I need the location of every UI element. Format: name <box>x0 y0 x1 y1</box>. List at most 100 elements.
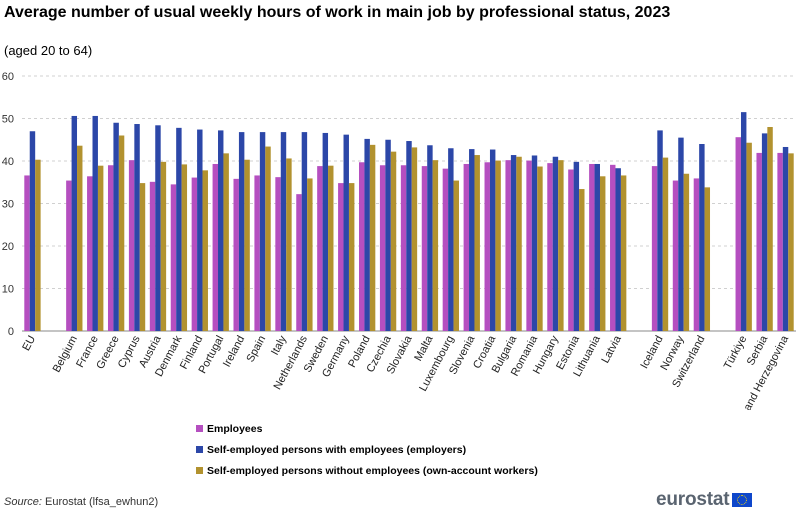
legend-item-employees: Employees <box>196 418 538 439</box>
bar-employers-25 <box>573 161 580 331</box>
bar-own-account-28 <box>662 157 669 331</box>
bar-employees-29 <box>672 180 679 331</box>
bar-own-account-17 <box>411 147 418 331</box>
x-tick-label: Türkiye <box>722 334 750 371</box>
bar-own-account-33 <box>788 153 794 331</box>
bar-employers-28 <box>657 130 663 331</box>
legend-swatch-employees <box>196 425 203 432</box>
bar-own-account-10 <box>265 146 271 331</box>
source-name: Eurostat <box>44 496 86 508</box>
legend-label-employees: Employees <box>207 422 263 435</box>
bar-own-account-7 <box>202 170 208 331</box>
bar-employers-31 <box>740 112 747 332</box>
bar-employees-30 <box>693 178 700 331</box>
bar-employees-5 <box>149 181 156 331</box>
bar-employees-25 <box>568 169 574 331</box>
bar-employers-2 <box>92 115 98 331</box>
bar-employees-19 <box>442 168 449 331</box>
bar-own-account-24 <box>558 160 564 331</box>
legend-item-employers: Self-employed persons with employees (em… <box>196 439 538 460</box>
y-tick-label: 50 <box>2 114 14 126</box>
bar-employees-24 <box>547 163 553 332</box>
legend-label-own-account: Self-employed persons without employees … <box>207 464 538 477</box>
bar-own-account-15 <box>369 144 376 331</box>
bar-own-account-14 <box>348 183 355 331</box>
bar-own-account-9 <box>244 159 250 331</box>
bar-employers-16 <box>385 139 391 331</box>
bar-own-account-12 <box>307 178 313 331</box>
bar-own-account-20 <box>474 155 480 331</box>
bar-own-account-2 <box>97 165 104 331</box>
x-tick-label: Belgium <box>51 334 80 375</box>
eurostat-logo: eurostat <box>656 489 753 511</box>
bar-employers-0 <box>29 131 36 331</box>
bar-employees-18 <box>421 166 428 331</box>
chart-subtitle: (aged 20 to 64) <box>4 43 93 58</box>
bar-own-account-3 <box>118 135 125 331</box>
bar-employees-21 <box>484 162 490 331</box>
bar-own-account-5 <box>160 161 167 331</box>
source-note: Source: Eurostat (lfsa_ewhun2) <box>4 496 158 508</box>
bar-own-account-19 <box>453 180 459 331</box>
bar-employers-23 <box>531 155 538 331</box>
bar-employers-14 <box>343 134 349 331</box>
bar-employers-17 <box>406 141 412 331</box>
bar-own-account-23 <box>537 166 543 331</box>
bar-employers-8 <box>218 130 224 331</box>
y-tick-label: 60 <box>2 71 14 83</box>
bar-employees-20 <box>463 163 470 331</box>
bar-employers-27 <box>615 168 621 331</box>
bar-employees-0 <box>24 175 30 331</box>
bar-employees-11 <box>275 177 281 331</box>
logo-text: eurostat <box>656 489 730 510</box>
bar-employees-9 <box>233 178 239 331</box>
bar-employers-13 <box>322 132 329 331</box>
bar-employers-1 <box>71 115 78 331</box>
bar-employers-21 <box>489 149 496 331</box>
bar-employers-32 <box>761 133 768 332</box>
bar-employers-15 <box>364 138 370 331</box>
bar-employers-22 <box>510 155 517 331</box>
bar-employees-15 <box>359 162 365 331</box>
bar-own-account-25 <box>579 189 585 331</box>
bar-own-account-32 <box>767 127 773 331</box>
bar-own-account-30 <box>704 187 711 331</box>
bar-employees-4 <box>128 160 135 331</box>
bar-own-account-16 <box>390 151 397 331</box>
legend-label-employers: Self-employed persons with employees (em… <box>207 443 467 456</box>
bar-own-account-22 <box>516 156 522 331</box>
bar-employers-4 <box>134 124 140 332</box>
bar-employers-10 <box>259 132 266 331</box>
bar-own-account-11 <box>286 158 292 331</box>
bar-own-account-0 <box>35 159 41 331</box>
bars <box>24 112 794 332</box>
bar-employers-12 <box>301 132 308 331</box>
bar-own-account-31 <box>746 142 752 331</box>
bar-own-account-21 <box>495 160 501 331</box>
bar-employees-8 <box>212 163 219 331</box>
legend-swatch-own-account <box>196 467 203 474</box>
x-tick-label: Spain <box>244 334 268 364</box>
bar-own-account-18 <box>432 160 439 331</box>
bar-employees-10 <box>254 175 260 331</box>
bar-employers-26 <box>594 163 600 331</box>
bar-employees-27 <box>610 164 616 331</box>
bar-own-account-27 <box>620 175 627 331</box>
bar-employees-31 <box>735 137 741 331</box>
bar-employees-7 <box>191 177 198 331</box>
x-tick-label: EU <box>20 334 38 353</box>
bar-employees-2 <box>87 176 93 331</box>
eu-flag-icon <box>732 493 753 507</box>
bar-employees-22 <box>505 160 511 331</box>
x-tick-label: Italy <box>269 333 289 357</box>
bar-employers-3 <box>113 122 119 331</box>
x-tick-label: Latvia <box>599 333 624 365</box>
bar-employees-13 <box>317 166 323 331</box>
source-code: (lfsa_ewhun2) <box>89 496 159 508</box>
bar-employers-18 <box>427 145 433 331</box>
bar-own-account-4 <box>139 183 146 331</box>
x-axis-labels: EU BelgiumFranceGreeceCyprusAustriaDenmar… <box>20 333 791 410</box>
bar-own-account-1 <box>77 145 83 331</box>
bar-employees-14 <box>338 183 344 331</box>
